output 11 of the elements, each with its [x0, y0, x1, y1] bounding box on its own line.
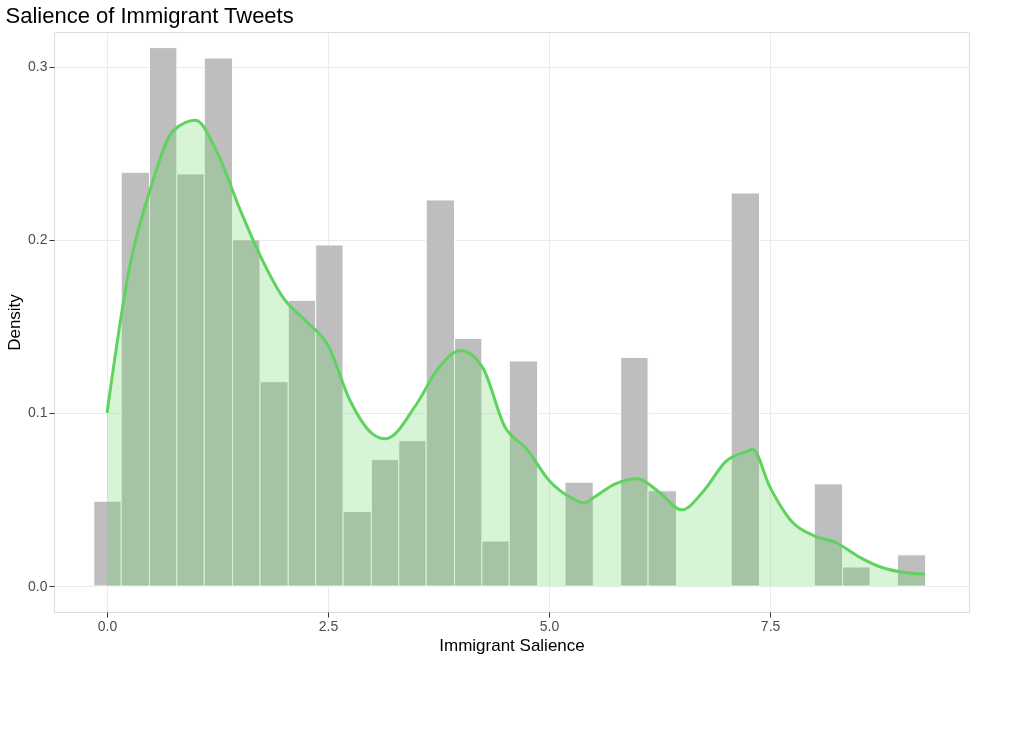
x-tick-label: 7.5 [760, 617, 781, 634]
y-tick-label: 0.2 [28, 231, 48, 248]
chart-title: Salience of Immigrant Tweets [5, 3, 294, 28]
x-tick-label: 2.5 [318, 617, 339, 634]
y-tick-label: 0.1 [28, 404, 48, 421]
x-axis-title: Immigrant Salience [439, 635, 585, 655]
x-tick-label: 5.0 [539, 617, 560, 634]
y-tick-label: 0.3 [28, 58, 48, 75]
x-tick-label: 0.0 [97, 617, 118, 634]
y-axis-title: Density [5, 293, 25, 351]
y-tick-label: 0.0 [28, 577, 48, 594]
